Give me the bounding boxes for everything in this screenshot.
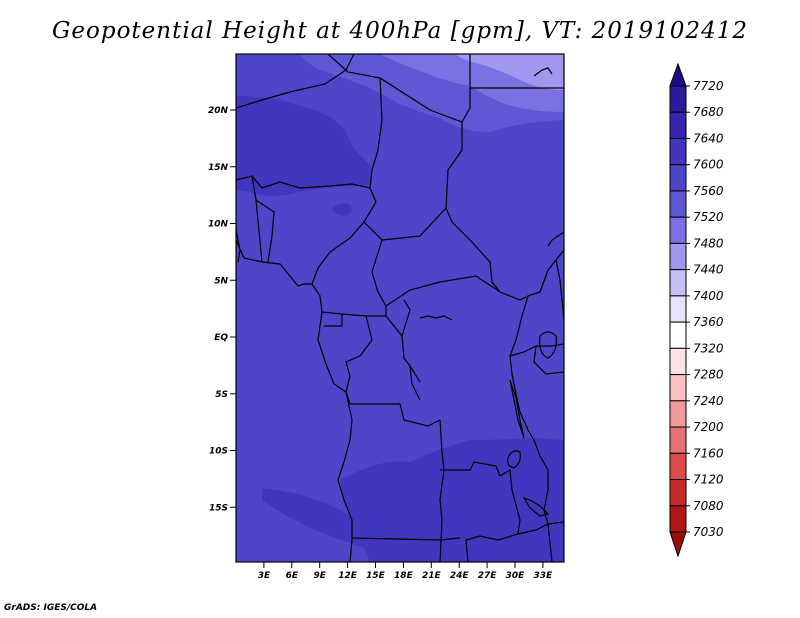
colorbar-label: 7440 — [693, 263, 724, 277]
lat-tick-label: EQ — [214, 333, 228, 343]
lon-tick-label: 18E — [394, 571, 414, 581]
lon-tick-label: 21E — [422, 571, 442, 581]
colorbar-label: 7030 — [693, 525, 724, 539]
colorbar-swatch — [670, 375, 686, 401]
colorbar-swatch — [670, 138, 686, 164]
colorbar-swatch — [670, 165, 686, 191]
colorbar-label: 7360 — [693, 315, 724, 329]
colorbar-label: 7720 — [693, 79, 724, 93]
colorbar-swatch — [670, 348, 686, 374]
colorbar-top-arrow — [670, 64, 686, 86]
colorbar-label: 7280 — [693, 368, 724, 382]
lon-tick-label: 12E — [338, 571, 358, 581]
colorbar-label: 7120 — [693, 473, 724, 487]
colorbar-swatch — [670, 243, 686, 269]
lat-tick-label: 10S — [209, 447, 228, 457]
colorbar-swatch — [670, 217, 686, 243]
colorbar-swatch — [670, 296, 686, 322]
colorbar-bottom-arrow — [670, 532, 686, 556]
colorbar-swatch — [670, 401, 686, 427]
lon-tick-label: 15E — [366, 571, 386, 581]
colorbar-swatch — [670, 506, 686, 532]
lon-tick-label: 27E — [478, 571, 498, 581]
height-field — [236, 54, 564, 562]
colorbar: 7720 7680 7640 7600 7560 7520 7480 7440 7400 7360… — [670, 64, 724, 556]
lat-tick-label: 15N — [208, 163, 229, 173]
colorbar-swatch — [670, 270, 686, 296]
colorbar-label: 7400 — [693, 289, 724, 303]
lat-tick-label: 10N — [208, 220, 229, 230]
colorbar-label: 7520 — [693, 210, 724, 224]
lon-tick-label: 3E — [258, 571, 271, 581]
lat-tick-label: 15S — [209, 503, 228, 513]
colorbar-label: 7240 — [693, 394, 724, 408]
colorbar-label: 7600 — [693, 158, 724, 172]
lon-tick-label: 6E — [286, 571, 299, 581]
grads-credit: GrADS: IGES/COLA — [4, 603, 97, 613]
colorbar-swatch — [670, 112, 686, 138]
colorbar-swatch — [670, 427, 686, 453]
colorbar-swatch — [670, 191, 686, 217]
colorbar-label: 7560 — [693, 184, 724, 198]
colorbar-swatch — [670, 322, 686, 348]
colorbar-label: 7640 — [693, 131, 724, 145]
colorbar-label: 7080 — [693, 499, 724, 513]
lon-tick-label: 30E — [506, 571, 526, 581]
colorbar-label: 7320 — [693, 341, 724, 355]
lat-tick-label: 5S — [215, 390, 228, 400]
colorbar-swatch — [670, 480, 686, 506]
lon-tick-label: 9E — [313, 571, 326, 581]
colorbar-label: 7160 — [693, 446, 724, 460]
colorbar-label: 7480 — [693, 236, 724, 250]
lat-tick-label: 20N — [208, 106, 229, 116]
lon-tick-label: 24E — [450, 571, 470, 581]
lat-tick-label: 5N — [214, 276, 228, 286]
colorbar-swatch — [670, 86, 686, 112]
colorbar-label: 7200 — [693, 420, 724, 434]
colorbar-swatch — [670, 453, 686, 479]
lon-tick-label: 33E — [534, 571, 554, 581]
colorbar-label: 7680 — [693, 105, 724, 119]
